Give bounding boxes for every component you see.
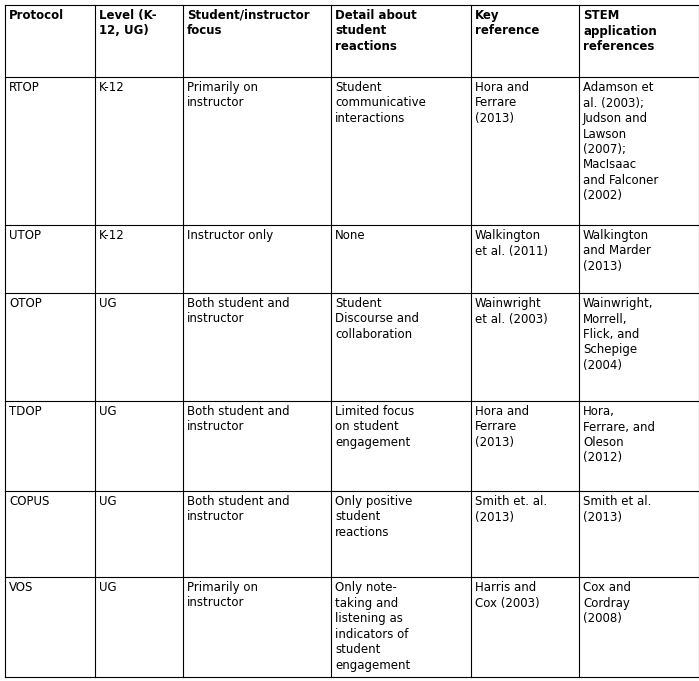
Text: Adamson et
al. (2003);
Judson and
Lawson
(2007);
MacIsaac
and Falconer
(2002): Adamson et al. (2003); Judson and Lawson… bbox=[583, 81, 658, 202]
Text: Harris and
Cox (2003): Harris and Cox (2003) bbox=[475, 581, 540, 609]
Text: OTOP: OTOP bbox=[9, 297, 42, 310]
Text: Instructor only: Instructor only bbox=[187, 229, 273, 242]
Text: Detail about
student
reactions: Detail about student reactions bbox=[335, 9, 417, 53]
Text: Cox and
Cordray
(2008): Cox and Cordray (2008) bbox=[583, 581, 631, 625]
Text: Only note-
taking and
listening as
indicators of
student
engagement: Only note- taking and listening as indic… bbox=[335, 581, 410, 671]
Text: Both student and
instructor: Both student and instructor bbox=[187, 495, 289, 524]
Text: None: None bbox=[335, 229, 366, 242]
Text: Only positive
student
reactions: Only positive student reactions bbox=[335, 495, 412, 539]
Text: UG: UG bbox=[99, 581, 117, 594]
Text: Hora and
Ferrare
(2013): Hora and Ferrare (2013) bbox=[475, 81, 529, 125]
Text: K-12: K-12 bbox=[99, 229, 124, 242]
Text: Smith et. al.
(2013): Smith et. al. (2013) bbox=[475, 495, 547, 524]
Text: Level (K-
12, UG): Level (K- 12, UG) bbox=[99, 9, 157, 37]
Text: Smith et al.
(2013): Smith et al. (2013) bbox=[583, 495, 651, 524]
Text: UG: UG bbox=[99, 297, 117, 310]
Text: Wainwright
et al. (2003): Wainwright et al. (2003) bbox=[475, 297, 548, 326]
Text: K-12: K-12 bbox=[99, 81, 124, 94]
Text: COPUS: COPUS bbox=[9, 495, 50, 508]
Text: Walkington
et al. (2011): Walkington et al. (2011) bbox=[475, 229, 548, 257]
Text: UG: UG bbox=[99, 405, 117, 418]
Text: Primarily on
instructor: Primarily on instructor bbox=[187, 581, 258, 609]
Text: VOS: VOS bbox=[9, 581, 34, 594]
Text: Both student and
instructor: Both student and instructor bbox=[187, 405, 289, 434]
Text: Hora,
Ferrare, and
Oleson
(2012): Hora, Ferrare, and Oleson (2012) bbox=[583, 405, 655, 464]
Text: Wainwright,
Morrell,
Flick, and
Schepige
(2004): Wainwright, Morrell, Flick, and Schepige… bbox=[583, 297, 654, 372]
Text: Student
communicative
interactions: Student communicative interactions bbox=[335, 81, 426, 125]
Text: Limited focus
on student
engagement: Limited focus on student engagement bbox=[335, 405, 415, 449]
Text: Protocol: Protocol bbox=[9, 9, 64, 22]
Text: RTOP: RTOP bbox=[9, 81, 40, 94]
Text: Student
Discourse and
collaboration: Student Discourse and collaboration bbox=[335, 297, 419, 341]
Text: Primarily on
instructor: Primarily on instructor bbox=[187, 81, 258, 110]
Text: Key
reference: Key reference bbox=[475, 9, 540, 37]
Text: Student/instructor
focus: Student/instructor focus bbox=[187, 9, 310, 37]
Text: UTOP: UTOP bbox=[9, 229, 41, 242]
Text: Hora and
Ferrare
(2013): Hora and Ferrare (2013) bbox=[475, 405, 529, 449]
Text: Walkington
and Marder
(2013): Walkington and Marder (2013) bbox=[583, 229, 651, 273]
Text: Both student and
instructor: Both student and instructor bbox=[187, 297, 289, 326]
Text: STEM
application
references: STEM application references bbox=[583, 9, 657, 53]
Text: UG: UG bbox=[99, 495, 117, 508]
Text: TDOP: TDOP bbox=[9, 405, 42, 418]
